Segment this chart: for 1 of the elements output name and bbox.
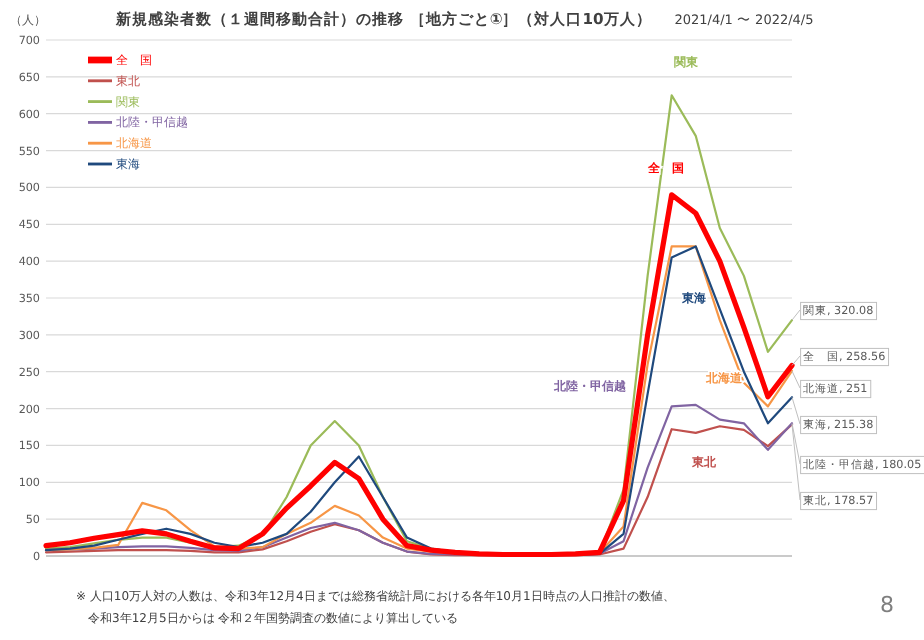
text: 8 (880, 592, 894, 618)
